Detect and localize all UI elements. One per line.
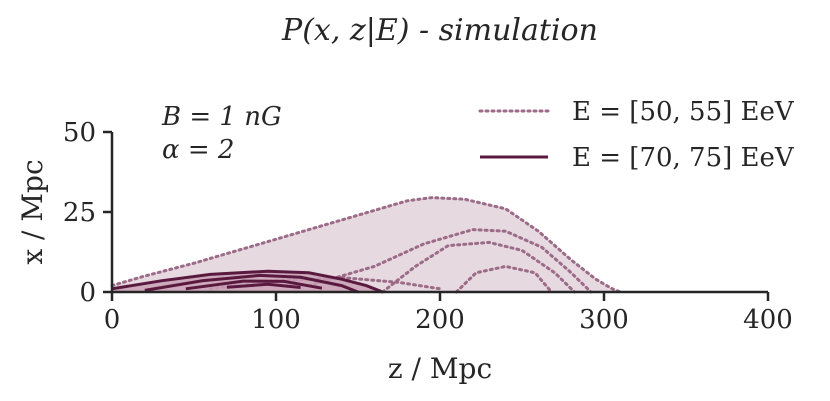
chart-title: P(x, z|E) - simulation: [281, 13, 598, 48]
annotation-b-field: B = 1 nG: [161, 102, 282, 132]
plot-area: [110, 196, 622, 294]
x-tick-label: 300: [579, 305, 629, 335]
y-tick-label: 0: [79, 278, 96, 308]
x-tick-label: 200: [415, 305, 465, 335]
legend-label-e50: E = [50, 55] EeV: [572, 97, 795, 127]
x-tick-label: 400: [743, 305, 793, 335]
legend-label-e70: E = [70, 75] EeV: [572, 143, 795, 173]
y-tick-label: 25: [63, 198, 96, 228]
annotation-alpha: α = 2: [162, 135, 234, 165]
legend: E = [50, 55] EeV E = [70, 75] EeV: [478, 97, 795, 173]
x-axis-label: z / Mpc: [388, 352, 492, 385]
contour-line-e50: [454, 264, 553, 294]
x-ticks: 0 100 200 300 400: [104, 292, 793, 335]
contour-line-e70: [111, 269, 384, 294]
contour-line-e50: [110, 196, 622, 294]
contour-line-e70: [144, 273, 359, 294]
y-tick-label: 50: [63, 118, 96, 148]
x-tick-label: 0: [104, 305, 121, 335]
contour-line-e50: [381, 240, 576, 294]
y-axis-label: x / Mpc: [16, 159, 49, 264]
y-ticks: 0 25 50: [63, 118, 112, 308]
x-tick-label: 100: [251, 305, 301, 335]
contour-line-e70: [226, 282, 301, 289]
contour-line-e70: [185, 279, 323, 291]
contour-line-e50: [307, 228, 593, 294]
